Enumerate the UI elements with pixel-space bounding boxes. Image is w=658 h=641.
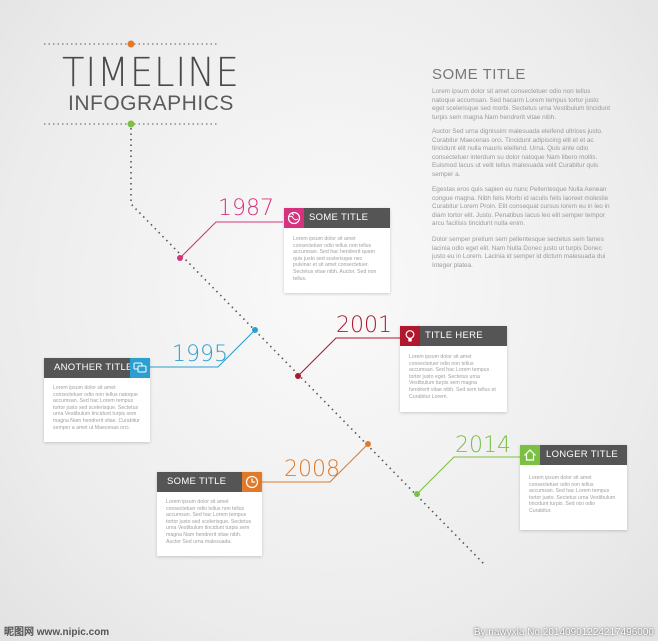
page-subtitle: INFOGRAPHICS xyxy=(68,92,234,115)
event-card-2001: TITLE HERE Lorem ipsum dolor sit amet co… xyxy=(400,326,507,412)
marker-2001 xyxy=(295,373,301,379)
card-header: ANOTHER TITLE xyxy=(44,358,150,378)
card-header: SOME TITLE xyxy=(157,472,262,492)
card-header: LONGER TITLE xyxy=(520,445,627,465)
year-2001: 2001 xyxy=(336,313,392,338)
connector-2001 xyxy=(297,337,400,377)
year-2008: 2008 xyxy=(284,457,340,482)
lightbulb-icon xyxy=(400,326,420,346)
connector-1995 xyxy=(150,329,256,368)
event-card-1987: SOME TITLE Lorem ipsum dolor sit amet co… xyxy=(284,208,390,293)
side-paragraph-3: Egestas eros quis sapien eu nunc Pellent… xyxy=(432,186,610,228)
marker-2014 xyxy=(414,491,420,497)
watermark-left: 昵图网 www.nipic.com xyxy=(4,627,110,638)
side-paragraph-2: Auctor Sed urna dignissim malesuada elei… xyxy=(432,128,603,178)
card-title: LONGER TITLE xyxy=(546,449,619,460)
header-dot-bottom xyxy=(127,120,135,128)
card-text: Lorem ipsum dolor sit amet consectetuer … xyxy=(53,385,140,431)
side-paragraph-1: Lorem ipsum dolor sit amet consectetuer … xyxy=(432,88,610,121)
card-text: Lorem ipsum dolor sit amet consectetuer … xyxy=(529,475,616,514)
watermark-right: By:nawyxia No:20140901224217496000 xyxy=(473,627,654,638)
year-1995: 1995 xyxy=(172,342,228,367)
side-title: SOME TITLE xyxy=(432,66,526,83)
globe-icon xyxy=(284,208,304,228)
card-header: SOME TITLE xyxy=(284,208,390,228)
card-text: Lorem ipsum dolor sit amet consectetuer … xyxy=(293,236,377,282)
connector-2014 xyxy=(416,456,520,495)
card-header: TITLE HERE xyxy=(400,326,507,346)
event-card-1995: ANOTHER TITLE Lorem ipsum dolor sit amet… xyxy=(44,358,150,442)
card-title: SOME TITLE xyxy=(309,212,369,223)
marker-1987 xyxy=(177,255,183,261)
card-title: TITLE HERE xyxy=(425,330,483,341)
side-paragraph-4: Dolor semper pretium sem pellentesque se… xyxy=(432,236,606,269)
year-2014: 2014 xyxy=(455,433,511,458)
card-text: Lorem ipsum dolor sit amet consectetuer … xyxy=(409,354,496,400)
home-icon xyxy=(520,445,540,465)
event-card-2008: SOME TITLE Lorem ipsum dolor sit amet co… xyxy=(157,472,262,556)
marker-1995 xyxy=(252,327,258,333)
speech-bubbles-icon xyxy=(130,358,150,378)
connector-2008 xyxy=(262,443,369,483)
clock-icon xyxy=(242,472,262,492)
year-1987: 1987 xyxy=(218,196,274,221)
page-title: TIMELINE xyxy=(62,50,240,96)
event-card-2014: LONGER TITLE Lorem ipsum dolor sit amet … xyxy=(520,445,627,530)
card-text: Lorem ipsum dolor sit amet consectetuer … xyxy=(166,499,252,545)
card-title: SOME TITLE xyxy=(167,476,227,487)
card-title: ANOTHER TITLE xyxy=(54,362,133,373)
connector-1987 xyxy=(179,221,283,259)
header-dot-top xyxy=(127,40,135,48)
marker-2008 xyxy=(365,441,371,447)
